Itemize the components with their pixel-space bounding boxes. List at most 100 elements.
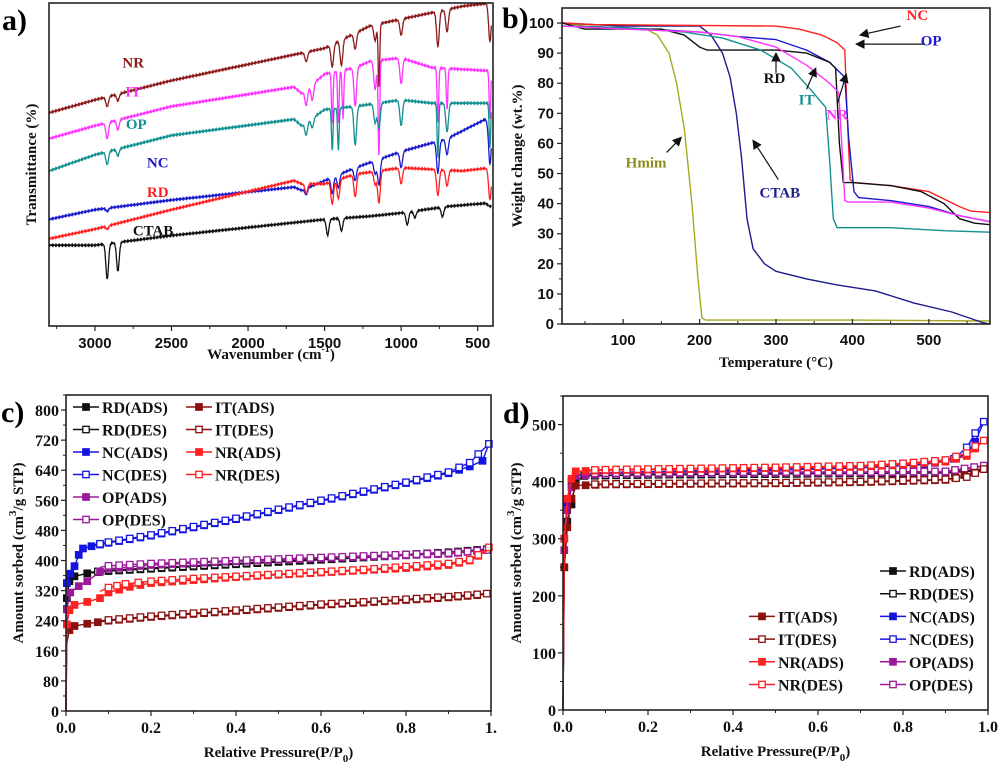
data-point xyxy=(591,480,599,489)
data-point xyxy=(338,599,347,607)
x-axis-label: Wavenumber (cm-1) xyxy=(207,344,335,363)
data-point xyxy=(210,607,219,616)
legend-label: OP(ADS) xyxy=(102,490,167,507)
data-point xyxy=(306,498,315,507)
data-point xyxy=(317,496,325,505)
data-point xyxy=(96,594,104,602)
data-point xyxy=(232,606,240,615)
y-axis-label-ylabel: Amount sorbed (cm xyxy=(11,515,27,643)
data-point xyxy=(971,469,980,477)
data-point xyxy=(242,556,251,564)
y-tick-label: 40 xyxy=(537,196,554,213)
legend-item: NC(DES) xyxy=(880,632,974,649)
data-point xyxy=(761,463,769,472)
x-tick-label: 0.4 xyxy=(723,719,743,736)
data-point xyxy=(633,479,642,488)
y-axis-label-ylabel-tail: /g STP) xyxy=(11,463,27,512)
data-point xyxy=(210,518,219,527)
data-point xyxy=(563,523,572,532)
data-point xyxy=(157,576,166,585)
legend-label: RD(DES) xyxy=(102,423,167,440)
panel-d-isotherms: 0.0 0.2 0.4 0.6 0.8 1.0 0 100 200 300 400 500 Relati… xyxy=(503,395,998,764)
data-point xyxy=(200,608,208,617)
data-point xyxy=(134,578,143,587)
series-line-rd xyxy=(48,165,492,241)
data-point xyxy=(157,559,166,568)
series-line-nc xyxy=(561,22,991,214)
x-tick-label: 0.0 xyxy=(553,719,573,736)
series-label-op: OP xyxy=(126,117,147,133)
legend-marker-icon xyxy=(758,680,766,689)
legend-marker-icon xyxy=(889,612,897,621)
data-point xyxy=(601,480,610,488)
data-point xyxy=(338,552,347,561)
data-point xyxy=(563,494,572,503)
data-point xyxy=(622,479,631,488)
y-tick-label: 300 xyxy=(532,532,556,549)
data-point xyxy=(482,589,491,598)
data-point xyxy=(115,536,123,545)
series-line-it xyxy=(48,55,492,156)
series-label-nc: NC xyxy=(147,156,169,172)
data-point xyxy=(412,594,421,603)
data-point xyxy=(391,596,400,604)
data-point xyxy=(909,476,918,485)
y-tick-label: 0 xyxy=(546,316,554,333)
x-axis-label-xlabel-tail: ) xyxy=(845,744,850,760)
y-tick-label: 0 xyxy=(51,704,59,721)
x-axis-label: Relative Pressure(P/P0) xyxy=(701,744,850,764)
x-tick-label: 0.6 xyxy=(808,719,828,736)
data-point xyxy=(200,520,208,529)
legend-marker-icon xyxy=(889,567,897,575)
annotation-label-nr: NR xyxy=(826,107,848,123)
data-point xyxy=(295,601,304,610)
data-point xyxy=(306,554,315,562)
legend-marker-icon xyxy=(195,448,203,456)
data-point xyxy=(846,477,854,486)
data-point xyxy=(200,557,208,566)
data-point xyxy=(979,417,988,426)
data-point xyxy=(63,620,71,629)
legend-label: NC(DES) xyxy=(909,632,974,649)
data-point xyxy=(444,559,453,568)
x-tick-label: 0.8 xyxy=(396,720,416,737)
data-point xyxy=(168,558,177,567)
data-point xyxy=(920,457,929,466)
y-tick-label: 480 xyxy=(35,523,59,540)
data-point xyxy=(654,479,663,488)
data-point xyxy=(63,579,71,587)
annotation-label-it: IT xyxy=(799,92,815,108)
annotation-label-ctab: CTAB xyxy=(760,186,801,202)
data-point xyxy=(359,487,368,496)
y-axis-label-ylabel-sup: 3 xyxy=(7,510,19,516)
legend-label: IT(ADS) xyxy=(215,400,275,417)
data-point xyxy=(115,615,123,623)
data-point xyxy=(83,598,92,606)
data-point xyxy=(941,475,950,484)
data-point xyxy=(264,570,272,579)
data-point xyxy=(147,612,155,621)
data-point xyxy=(971,429,980,437)
data-point xyxy=(370,597,378,606)
data-point xyxy=(979,465,988,473)
annotation-label-op: OP xyxy=(921,34,942,50)
data-point xyxy=(729,479,737,487)
data-point xyxy=(782,478,790,487)
data-point xyxy=(665,479,674,488)
legend-label: NR(ADS) xyxy=(215,445,281,462)
data-point xyxy=(485,440,493,448)
data-point xyxy=(70,622,79,630)
y-tick-label: 100 xyxy=(529,15,554,32)
data-point xyxy=(83,577,92,586)
data-point xyxy=(147,531,155,539)
data-point xyxy=(971,442,980,451)
data-point xyxy=(814,462,822,471)
data-point xyxy=(391,551,400,559)
panel-label: d) xyxy=(503,397,530,430)
data-point xyxy=(253,571,262,580)
data-point xyxy=(920,476,929,484)
data-point xyxy=(327,553,336,561)
data-point xyxy=(349,552,357,561)
data-point xyxy=(792,463,801,471)
